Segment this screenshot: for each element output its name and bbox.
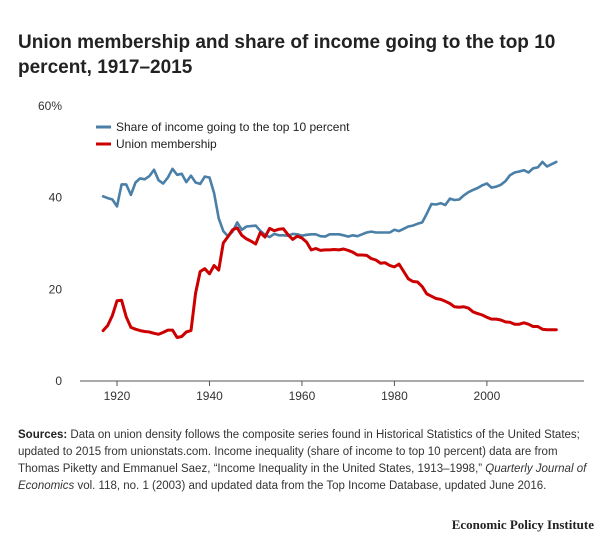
x-tick-label: 2000 [474,389,501,403]
sources-text-part-1: Data on union density follows the compos… [18,429,580,475]
x-tick-label: 1920 [104,389,131,403]
legend-label: Union membership [116,137,217,151]
brand-logo-text: Economic Policy Institute [451,517,594,532]
union-membership-line [101,226,558,339]
sources-note: Sources: Data on union density follows t… [18,427,598,495]
y-tick-label: 20 [49,282,63,296]
axes: 0 20 40 60% 1920 1940 1960 1980 2000 [38,99,584,403]
top10-income-share-line [101,160,558,239]
x-tick-label: 1980 [381,389,408,403]
y-tick-label: 0 [55,374,62,388]
legend-label: Share of income going to the top 10 perc… [116,120,350,134]
sources-label: Sources: [18,429,68,441]
legend: Share of income going to the top 10 perc… [96,120,350,151]
x-tick-label: 1960 [289,389,316,403]
y-tick-label: 40 [49,191,63,205]
y-tick-label: 60% [38,99,62,113]
series-lines [101,160,558,339]
x-tick-label: 1940 [196,389,223,403]
journal-name: Quarterly Journal of Economics [18,463,587,492]
chart-title: Union membership and share of income goi… [18,32,556,78]
sources-text-part-2: vol. 118, no. 1 (2003) and updated data … [74,480,547,492]
